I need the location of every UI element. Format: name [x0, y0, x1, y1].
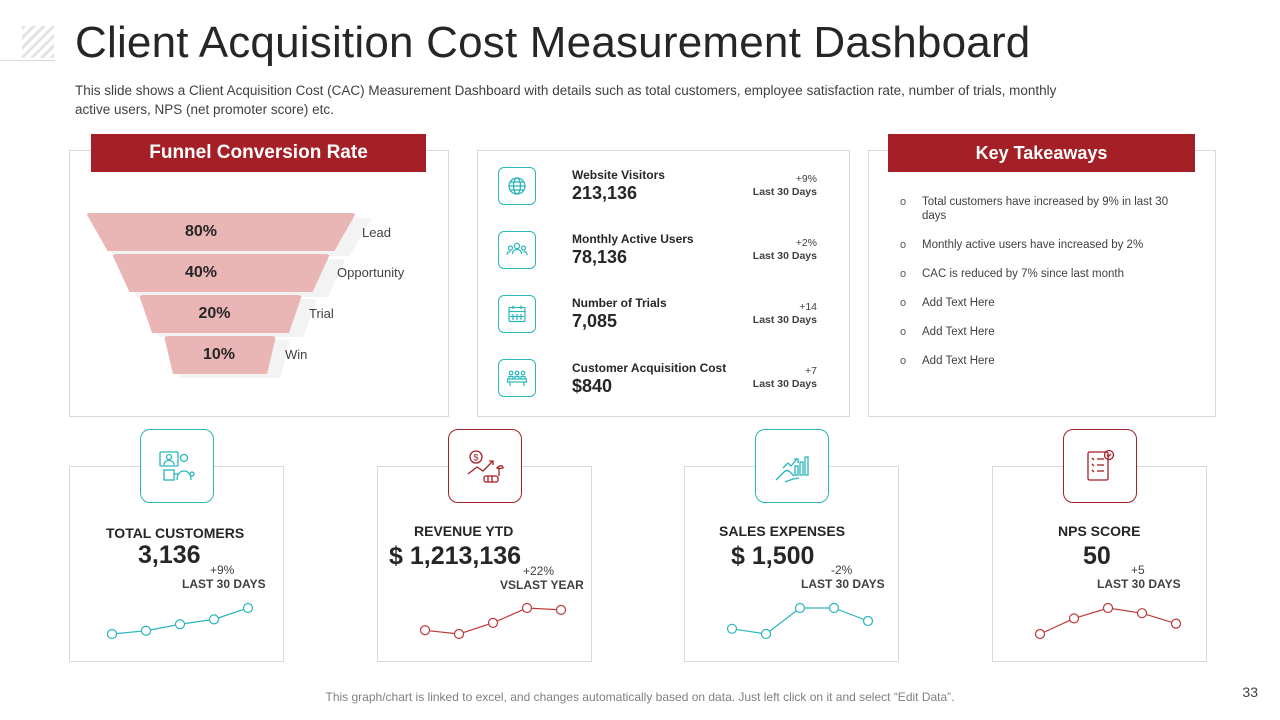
metric-value: 78,136	[572, 247, 628, 267]
sparkline-point	[521, 602, 533, 614]
funnel-stage-win: 10%	[164, 336, 276, 374]
funnel-stage-value: 10%	[202, 346, 236, 363]
sparkline-point	[1136, 608, 1148, 619]
nps-report-icon	[1063, 429, 1137, 503]
kpi-change: +5	[1131, 563, 1145, 577]
kpi-period: VSLAST YEAR	[500, 578, 584, 592]
kpi-change: -2%	[831, 563, 853, 577]
sparkline-point	[1170, 618, 1182, 629]
kpi-label: SALES EXPENSES	[719, 523, 846, 539]
sparkline-point	[555, 604, 567, 615]
metric-change: +7	[805, 365, 817, 377]
metric-value: 7,085	[572, 311, 618, 331]
kpi-label: REVENUE YTD	[414, 523, 514, 539]
kpi-sparkline	[419, 602, 567, 640]
takeaways-list: Total customers have increased by 9% in …	[900, 195, 1195, 383]
takeaways-header: Key Takeaways	[888, 134, 1195, 172]
kpi-value: 50	[1083, 542, 1111, 570]
takeaway-item: Add Text Here	[900, 354, 1195, 368]
metric-name: Number of Trials	[572, 296, 667, 310]
takeaway-item: Monthly active users have increased by 2…	[900, 238, 1195, 252]
sparkline-point	[828, 602, 840, 614]
metric-period: Last 30 Days	[752, 186, 817, 198]
takeaway-item: CAC is reduced by 7% since last month	[900, 267, 1195, 281]
corner-decoration	[22, 26, 54, 58]
page-number: 33	[1242, 684, 1258, 700]
kpi-period: LAST 30 DAYS	[801, 577, 885, 591]
takeaway-item: Add Text Here	[900, 325, 1195, 339]
kpi-value: 3,136	[138, 541, 201, 569]
kpi-label: TOTAL CUSTOMERS	[106, 525, 245, 541]
sales-expenses-icon	[755, 429, 829, 503]
sparkline-point	[140, 625, 152, 636]
sparkline-point	[174, 619, 186, 630]
funnel-header: Funnel Conversion Rate	[91, 134, 426, 172]
kpi-value: $ 1,213,136	[389, 542, 522, 570]
svg-text:$: $	[474, 453, 479, 463]
metric-value: 213,136	[572, 183, 638, 203]
funnel-stage-value: 20%	[198, 305, 231, 322]
revenue-icon: $	[448, 429, 522, 503]
globe-icon	[498, 167, 536, 205]
metric-name: Website Visitors	[572, 168, 665, 182]
metric-value: $840	[572, 376, 613, 396]
sparkline-point	[726, 623, 738, 634]
funnel-stage-lead: 80%	[86, 213, 356, 251]
metrics-panel	[477, 150, 850, 417]
sparkline-point	[419, 625, 431, 636]
metric-period: Last 30 Days	[752, 378, 817, 390]
funnel-stage-trial: 20%	[139, 295, 302, 333]
metric-name: Monthly Active Users	[572, 232, 694, 246]
funnel-stage-opportunity: 40%	[112, 254, 330, 292]
sparkline-point	[1102, 602, 1114, 614]
funnel-stage-value: 80%	[184, 223, 218, 240]
metric-change: +2%	[795, 237, 817, 249]
group-icon	[498, 359, 536, 397]
takeaway-item: Total customers have increased by 9% in …	[900, 195, 1195, 223]
metric-name: Customer Acquisition Cost	[572, 361, 727, 375]
users-icon	[498, 231, 536, 269]
corner-divider	[0, 60, 55, 61]
kpi-period: LAST 30 DAYS	[182, 577, 266, 591]
calendar-icon	[498, 295, 536, 333]
sparkline-point	[242, 602, 254, 614]
kpi-period: LAST 30 DAYS	[1097, 577, 1181, 591]
sparkline-point	[453, 628, 465, 640]
sparkline-point	[487, 617, 499, 628]
metric-change: +14	[799, 301, 817, 313]
sparkline-point	[1034, 628, 1046, 640]
kpi-sparkline	[106, 602, 254, 640]
sparkline-point	[760, 628, 772, 640]
funnel-stage-label: Opportunity	[337, 265, 405, 280]
footer-note: This graph/chart is linked to excel, and…	[325, 690, 955, 704]
metric-period: Last 30 Days	[752, 250, 817, 262]
kpi-change: +22%	[523, 564, 555, 578]
page-title: Client Acquisition Cost Measurement Dash…	[75, 18, 1031, 67]
metric-change: +9%	[795, 173, 817, 185]
kpi-sparkline	[1034, 602, 1182, 640]
takeaway-item: Add Text Here	[900, 296, 1195, 310]
metric-period: Last 30 Days	[752, 314, 817, 326]
kpi-sparkline	[726, 602, 874, 640]
funnel-stage-label: Lead	[362, 225, 391, 240]
sparkline-point	[208, 614, 220, 625]
kpi-change: +9%	[210, 563, 235, 577]
page-subtitle: This slide shows a Client Acquisition Co…	[75, 83, 1057, 117]
customers-icon	[140, 429, 214, 503]
sparkline-point	[1068, 613, 1080, 624]
sparkline-point	[106, 628, 118, 640]
sparkline-point	[862, 615, 874, 627]
sparkline-point	[794, 602, 806, 614]
kpi-label: NPS SCORE	[1058, 523, 1141, 539]
funnel-stage-label: Win	[285, 347, 308, 362]
funnel-stage-value: 40%	[184, 264, 218, 281]
funnel-stage-label: Trial	[309, 306, 334, 321]
kpi-value: $ 1,500	[731, 542, 815, 570]
